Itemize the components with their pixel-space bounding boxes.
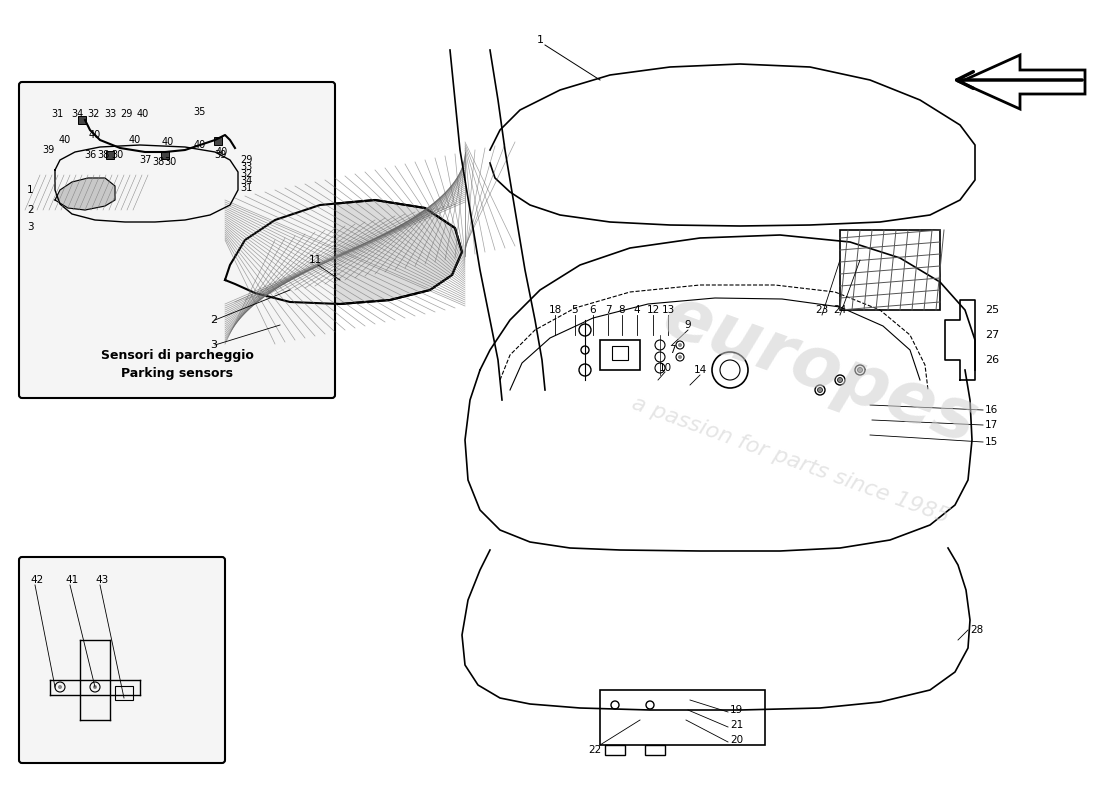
Text: 40: 40 [89,130,101,140]
Circle shape [817,387,823,393]
Bar [78,116,86,124]
Bar [600,690,764,745]
Text: 39: 39 [42,145,54,155]
Circle shape [678,343,682,347]
Text: 2: 2 [210,315,217,325]
Text: 41: 41 [65,575,78,585]
Text: 20: 20 [730,735,744,745]
Text: a passion for parts since 1985: a passion for parts since 1985 [628,393,952,527]
FancyBboxPatch shape [19,82,335,398]
Bar [840,230,940,310]
Bar [116,686,133,700]
Text: 2: 2 [28,205,34,215]
Text: 40: 40 [194,140,206,150]
Text: 37: 37 [139,155,151,165]
Bar [612,346,628,360]
Bar [600,340,640,370]
Text: Sensori di parcheggio: Sensori di parcheggio [100,349,253,362]
Bar [645,745,665,755]
Text: 38: 38 [97,150,109,160]
Text: 14: 14 [693,365,706,375]
Text: 3: 3 [210,340,217,350]
Text: 43: 43 [95,575,108,585]
Bar [605,745,625,755]
Text: 19: 19 [730,705,744,715]
Text: 39: 39 [213,150,227,160]
Text: 30: 30 [164,157,176,167]
Bar [106,151,114,159]
Text: 40: 40 [162,137,174,147]
Bar [214,137,222,145]
Text: 34: 34 [240,176,252,186]
Text: 12: 12 [647,305,660,315]
Text: 40: 40 [216,147,228,157]
Text: europes: europes [653,282,987,458]
Text: 36: 36 [84,150,96,160]
Text: 33: 33 [103,109,117,119]
Text: 27: 27 [984,330,999,340]
Text: 16: 16 [984,405,999,415]
Text: 8: 8 [618,305,625,315]
Text: 5: 5 [572,305,579,315]
Text: 29: 29 [120,109,132,119]
Text: 7: 7 [605,305,612,315]
Text: 3: 3 [28,222,34,232]
Text: 29: 29 [240,155,252,165]
Text: 22: 22 [588,745,602,755]
Circle shape [837,378,843,382]
Text: 32: 32 [87,109,99,119]
Text: 31: 31 [51,109,63,119]
Circle shape [58,685,62,689]
Text: 42: 42 [30,575,43,585]
Text: 1: 1 [28,185,34,195]
Text: 30: 30 [111,150,123,160]
Circle shape [94,685,97,689]
Text: 26: 26 [984,355,999,365]
Circle shape [678,355,682,359]
Text: 23: 23 [815,305,828,315]
Text: 40: 40 [129,135,141,145]
Text: 15: 15 [984,437,999,447]
Text: 34: 34 [70,109,84,119]
Text: 4: 4 [634,305,640,315]
Text: 1: 1 [537,35,543,45]
Text: 24: 24 [834,305,847,315]
Text: 25: 25 [984,305,999,315]
Circle shape [858,367,862,373]
Text: 18: 18 [549,305,562,315]
Text: 17: 17 [984,420,999,430]
Text: 40: 40 [136,109,150,119]
Text: 21: 21 [730,720,744,730]
Polygon shape [55,178,116,210]
Text: Parking sensors: Parking sensors [121,366,233,379]
Polygon shape [226,200,462,304]
Polygon shape [960,55,1085,109]
Text: 38: 38 [152,157,164,167]
Text: 7: 7 [669,345,675,355]
Text: 31: 31 [240,183,252,193]
Text: 32: 32 [240,169,252,179]
Text: 13: 13 [661,305,674,315]
Text: 33: 33 [240,162,252,172]
Text: 28: 28 [970,625,983,635]
Text: 35: 35 [194,107,206,117]
Text: 6: 6 [590,305,596,315]
Text: 10: 10 [659,363,672,373]
Text: 9: 9 [684,320,691,330]
Bar [161,151,169,159]
Text: 40: 40 [59,135,72,145]
Text: 11: 11 [308,255,321,265]
FancyBboxPatch shape [19,557,226,763]
